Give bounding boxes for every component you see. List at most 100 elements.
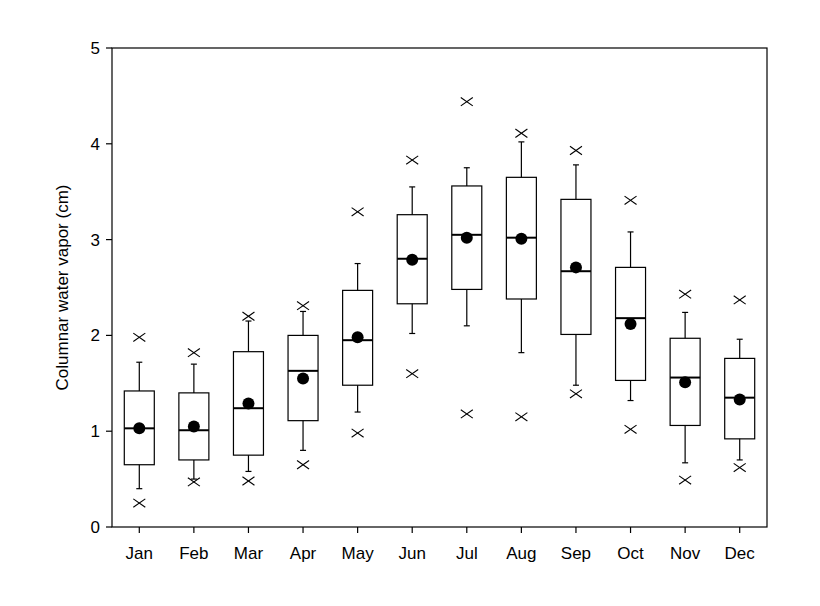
cross-line <box>679 290 691 298</box>
whisker-low <box>191 460 197 479</box>
cross-line <box>515 413 527 421</box>
box <box>397 215 427 304</box>
whisker-line <box>575 334 576 385</box>
mean <box>679 376 691 388</box>
y-tick-label: 3 <box>91 231 100 250</box>
box <box>616 267 646 380</box>
plot-frame <box>112 48 767 527</box>
extreme-min <box>570 390 582 398</box>
mean <box>461 232 473 244</box>
cross-line <box>242 312 254 320</box>
extreme-max <box>406 156 418 164</box>
x-tick <box>302 527 303 533</box>
cross-line <box>188 348 200 356</box>
extreme-max <box>625 196 637 204</box>
whisker-cap <box>682 462 688 463</box>
x-tick-label: Jan <box>126 544 153 563</box>
x-tick-label: Feb <box>179 544 208 563</box>
whisker-high <box>682 312 688 338</box>
whisker-cap <box>573 164 579 165</box>
whisker-line <box>412 304 413 334</box>
x-tick-label: Oct <box>617 544 644 563</box>
whisker-high <box>464 168 470 186</box>
mean <box>515 233 527 245</box>
whisker-line <box>685 425 686 462</box>
x-tick <box>630 527 631 533</box>
whisker-high <box>409 187 415 215</box>
mean <box>242 397 254 409</box>
y-tick <box>106 431 112 432</box>
cross-line <box>679 476 691 484</box>
box <box>343 290 373 385</box>
marks <box>124 97 754 507</box>
whisker-low <box>464 289 470 325</box>
whisker-cap <box>191 364 197 365</box>
whisker-line <box>357 264 358 291</box>
y-tick-label: 4 <box>91 135 100 154</box>
whisker-low <box>136 465 142 489</box>
whisker-low <box>573 334 579 385</box>
cross-line <box>461 410 473 418</box>
mean <box>188 420 200 432</box>
whisker-low <box>409 304 415 334</box>
whisker-high <box>737 339 743 358</box>
extreme-min <box>242 477 254 485</box>
whisker-low <box>628 380 634 400</box>
cross-line <box>515 413 527 421</box>
whisker-low <box>737 439 743 460</box>
whisker-cap <box>737 339 743 340</box>
whisker-cap <box>245 471 251 472</box>
mean <box>625 318 637 330</box>
whisker-cap <box>136 362 142 363</box>
extreme-max <box>297 302 309 310</box>
chart: 012345JanFebMarAprMayJunJulAugSepOctNovD… <box>0 0 820 606</box>
whisker-cap <box>628 400 634 401</box>
extreme-min <box>734 463 746 471</box>
cross-line <box>297 461 309 469</box>
whisker-high <box>628 232 634 267</box>
extreme-max <box>570 146 582 154</box>
y-tick-label: 5 <box>91 39 100 58</box>
cross-line <box>734 296 746 304</box>
whisker-line <box>302 421 303 451</box>
cross-line <box>188 478 200 486</box>
cross-line <box>625 425 637 433</box>
y-axis-label: Columnar water vapor (cm) <box>53 185 72 391</box>
cross-line <box>734 296 746 304</box>
box <box>561 199 591 334</box>
x-tick-label: May <box>342 544 375 563</box>
box <box>506 177 536 299</box>
cross-line <box>625 196 637 204</box>
x-tick-label: Nov <box>670 544 701 563</box>
cross-line <box>406 156 418 164</box>
x-tick-label: Mar <box>234 544 264 563</box>
whisker-cap <box>355 411 361 412</box>
x-tick <box>412 527 413 533</box>
x-tick-label: Sep <box>561 544 591 563</box>
x-tick <box>739 527 740 533</box>
whisker-low <box>518 299 524 353</box>
mean <box>734 394 746 406</box>
box <box>670 338 700 425</box>
extreme-max <box>188 348 200 356</box>
box <box>233 352 263 455</box>
extreme-max <box>515 129 527 137</box>
whisker-line <box>193 460 194 479</box>
x-tick-label: Jul <box>456 544 478 563</box>
whisker-cap <box>518 141 524 142</box>
cross-line <box>625 425 637 433</box>
cross-line <box>734 463 746 471</box>
whisker-line <box>575 165 576 199</box>
x-tick <box>248 527 249 533</box>
cross-line <box>406 370 418 378</box>
mean <box>133 422 145 434</box>
extreme-max <box>734 296 746 304</box>
y-tick <box>106 47 112 48</box>
cross-line <box>242 477 254 485</box>
cross-line <box>461 97 473 105</box>
whisker-cap <box>682 312 688 313</box>
whisker-cap <box>409 333 415 334</box>
whisker-cap <box>300 311 306 312</box>
x-tick <box>575 527 576 533</box>
x-tick-label: Jun <box>398 544 425 563</box>
